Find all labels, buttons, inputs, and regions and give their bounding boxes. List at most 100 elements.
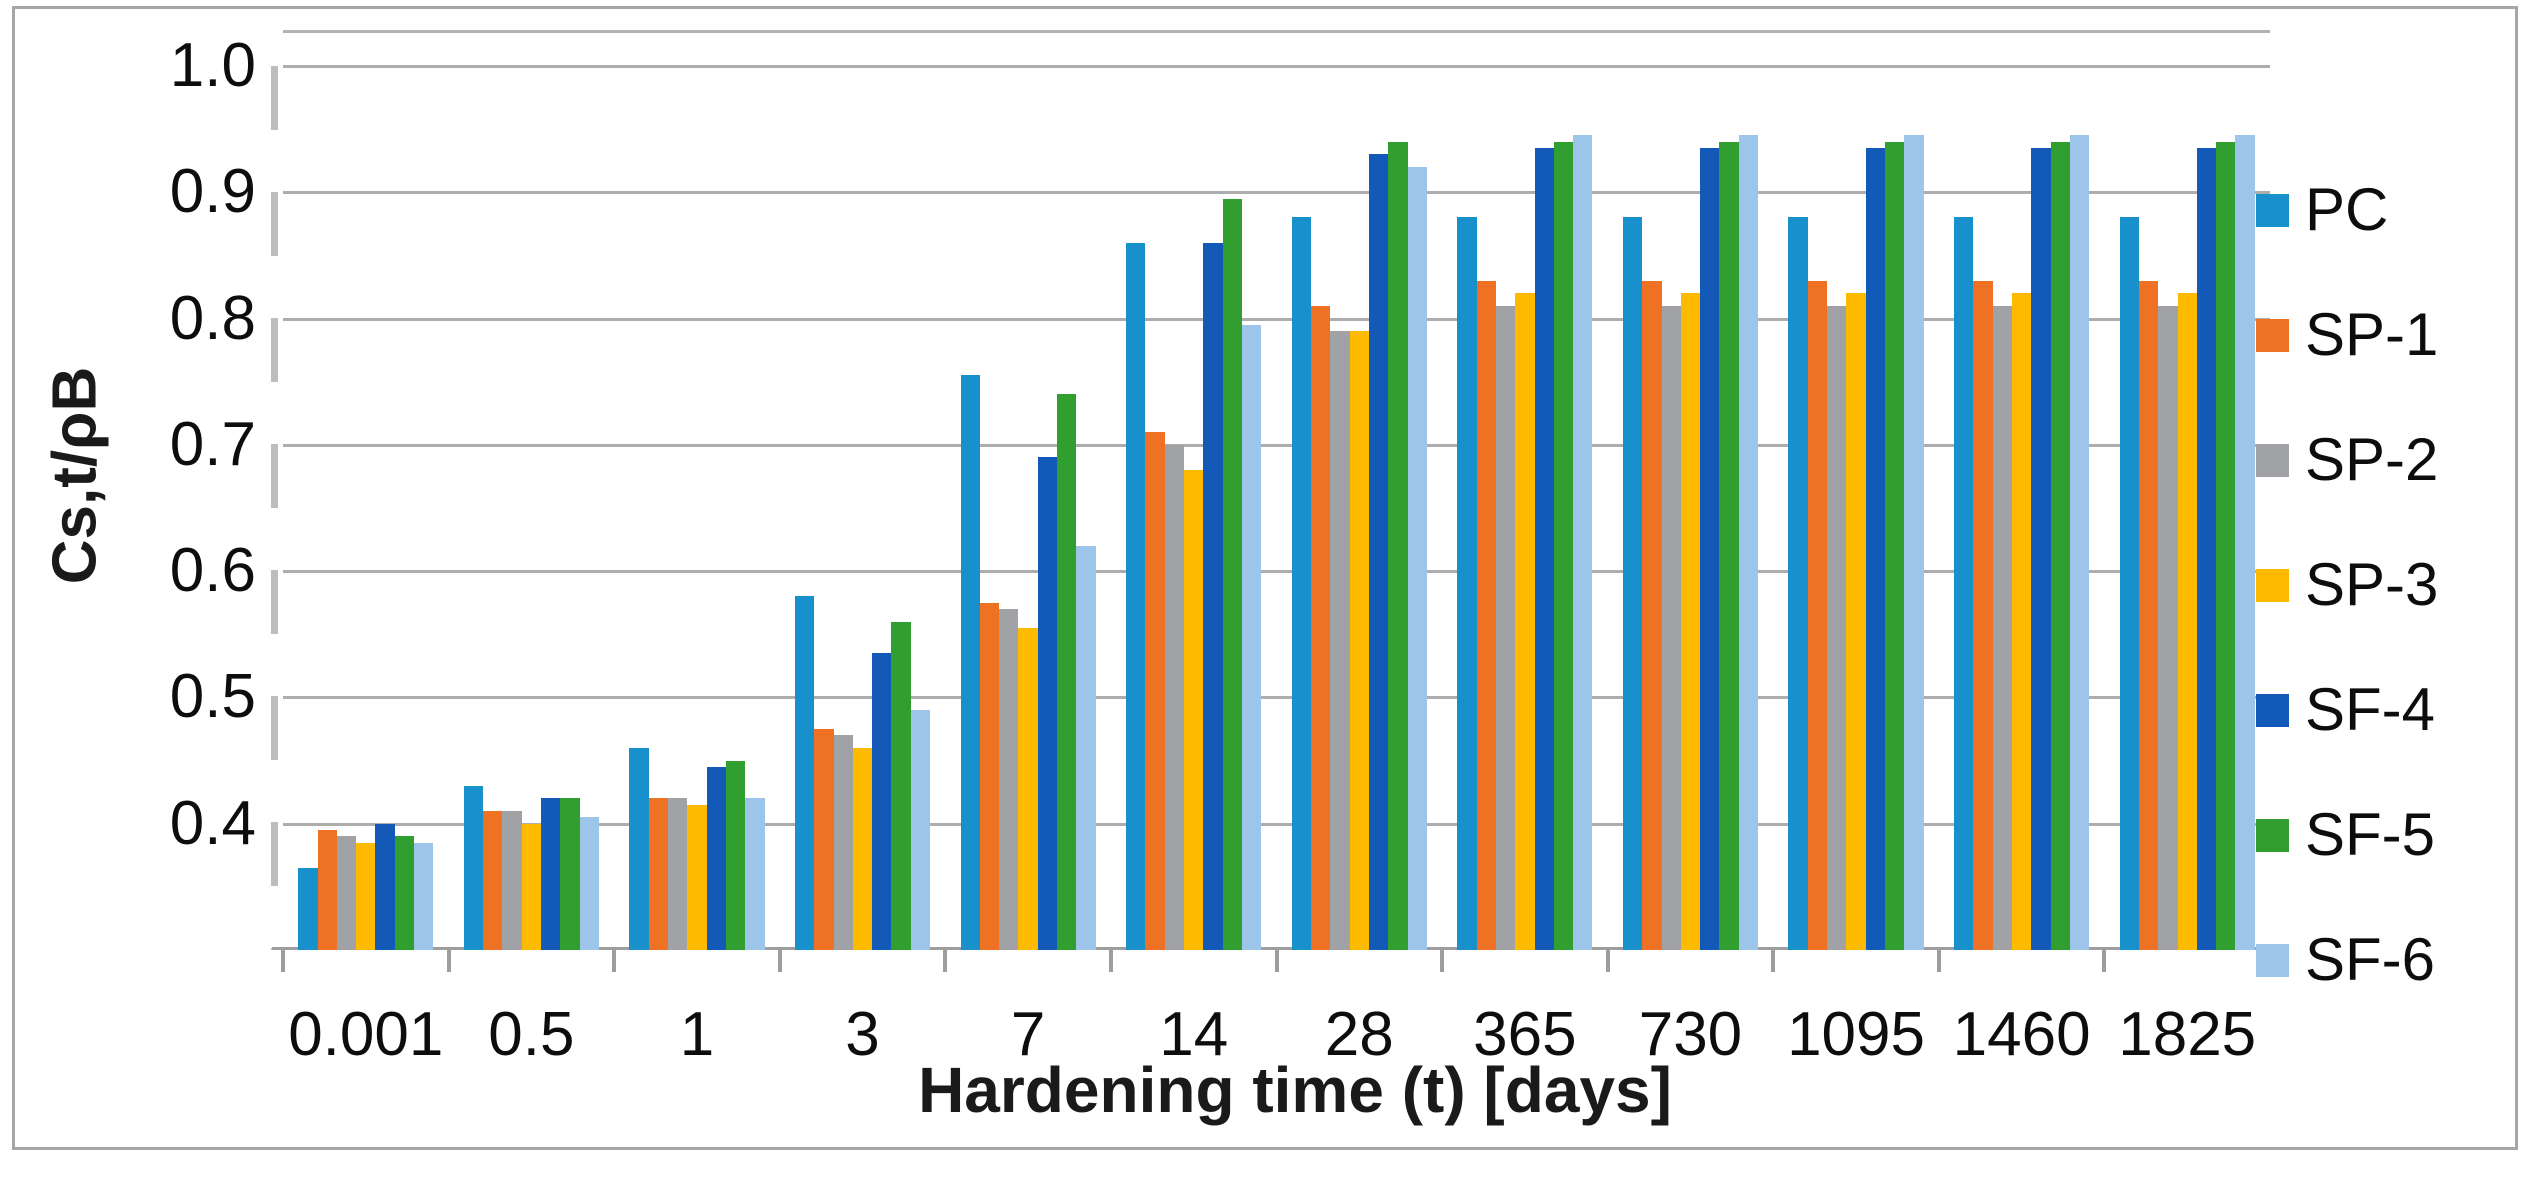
bar-sf-4 (872, 653, 892, 950)
bar-sf-5 (725, 760, 746, 950)
x-axis-tick (281, 950, 285, 972)
bar-sf-4 (1534, 148, 1554, 950)
bar-pc (298, 867, 318, 950)
bar-sf-4 (1865, 148, 1885, 950)
plot-top-border (283, 30, 2270, 33)
bar-sf-6 (910, 710, 931, 950)
bar-pc (1788, 217, 1808, 950)
bar-sp-1 (2138, 280, 2159, 950)
bar-sf-5 (1222, 198, 1242, 950)
bar-sp-1 (979, 602, 1000, 950)
legend-label: SF-6 (2305, 926, 2436, 993)
bar-sf-5 (1719, 141, 1739, 950)
bar-sf-6 (2235, 135, 2255, 950)
bar-sp-3 (1184, 470, 1204, 950)
legend-item-sp-3: SP-3 (2256, 553, 2438, 617)
bar-sf-5 (1884, 141, 1905, 950)
bar-sp-2 (336, 836, 357, 950)
gridline (283, 696, 2270, 700)
legend-swatch-sp-2 (2256, 443, 2289, 477)
bar-sp-3 (852, 747, 873, 950)
gridline (283, 570, 2270, 574)
y-axis-line (271, 66, 278, 950)
x-axis-tick (943, 950, 948, 972)
legend-item-sf-4: SF-4 (2256, 678, 2435, 742)
legend-swatch-sp-1 (2256, 318, 2289, 352)
x-axis-tick (1440, 950, 1445, 972)
bar-pc (2119, 217, 2139, 950)
y-tick-label: 0.7 (169, 409, 256, 479)
legend-label: SF-5 (2305, 801, 2436, 868)
x-tick-label: 1 (679, 1000, 715, 1069)
bar-sp-3 (687, 804, 707, 950)
plot-area (271, 30, 2281, 972)
bar-sf-5 (2216, 141, 2236, 950)
x-axis-tick (1605, 950, 1610, 972)
legend-swatch-sf-4 (2256, 693, 2289, 727)
bar-sf-5 (560, 798, 580, 950)
bar-sp-2 (2158, 305, 2178, 950)
bar-sp-1 (483, 811, 503, 950)
bar-sp-2 (668, 798, 688, 950)
x-tick-label: 1095 (1787, 1000, 1925, 1069)
bar-sf-6 (1407, 166, 1427, 950)
x-axis-tick (1771, 950, 1776, 972)
bar-sf-4 (2196, 148, 2217, 950)
x-tick-label: 7 (1010, 1000, 1046, 1069)
chart-legend: PC SP-1 SP-2 SP-3 SF-4 SF-5 SF-6 (2256, 0, 2526, 1179)
y-axis-title: Cs,t/ρB (40, 366, 110, 585)
bar-sf-4 (375, 823, 395, 950)
legend-label: SP-1 (2305, 301, 2439, 368)
x-tick-label: 0.001 (288, 1000, 444, 1069)
bar-sf-4 (1203, 242, 1223, 950)
legend-swatch-sp-3 (2256, 568, 2289, 602)
bar-pc (1457, 217, 1477, 950)
bar-pc (1954, 217, 1974, 950)
legend-item-sp-2: SP-2 (2256, 428, 2438, 492)
x-axis-tick (777, 950, 782, 972)
y-tick-label: 1.0 (169, 30, 256, 100)
bar-sp-3 (1349, 331, 1369, 950)
x-axis-tick (446, 950, 451, 972)
legend-item-sp-1: SP-1 (2256, 303, 2438, 367)
x-axis-title: Hardening time (t) [days] (918, 1054, 1672, 1126)
gridline (283, 64, 2270, 68)
bar-sp-1 (1311, 305, 1331, 950)
x-tick-label: 1825 (2118, 1000, 2257, 1069)
y-tick-label: 0.8 (169, 283, 256, 353)
x-tick-label: 14 (1159, 1000, 1229, 1069)
gridline (283, 317, 2270, 321)
x-axis-tick (1108, 950, 1113, 972)
bar-sp-1 (1642, 280, 1662, 950)
bar-sp-3 (1018, 627, 1038, 950)
bar-sp-2 (1992, 305, 2012, 950)
x-axis-tick (612, 950, 617, 972)
bar-sp-1 (1145, 432, 1165, 950)
bar-sp-2 (502, 811, 522, 950)
x-tick-label: 365 (1473, 1000, 1577, 1069)
bar-sf-4 (1700, 148, 1720, 950)
bar-sp-2 (1164, 444, 1185, 950)
legend-label: SP-2 (2305, 426, 2439, 493)
bar-sp-1 (317, 830, 337, 950)
bar-sp-1 (1476, 280, 1496, 950)
bar-sp-3 (2011, 293, 2032, 950)
bar-sf-5 (1388, 141, 1408, 950)
x-axis-line (272, 947, 2281, 950)
gridline (283, 191, 2270, 195)
bar-sf-5 (1553, 141, 1574, 950)
gridline (283, 443, 2270, 447)
x-tick-label: 0.5 (488, 1000, 575, 1069)
y-tick-label: 0.9 (169, 157, 256, 227)
bar-sf-4 (1037, 457, 1058, 950)
bar-sf-4 (1368, 154, 1389, 950)
bar-sf-4 (541, 798, 561, 950)
legend-label: PC (2305, 176, 2389, 243)
bar-sf-6 (1076, 545, 1096, 950)
x-axis-tick (1936, 950, 1941, 972)
legend-label: SF-4 (2305, 676, 2436, 743)
legend-item-sf-5: SF-5 (2256, 803, 2435, 867)
bar-sf-6 (1573, 135, 1593, 950)
bar-sp-2 (1661, 305, 1681, 950)
bar-sp-1 (814, 728, 834, 950)
